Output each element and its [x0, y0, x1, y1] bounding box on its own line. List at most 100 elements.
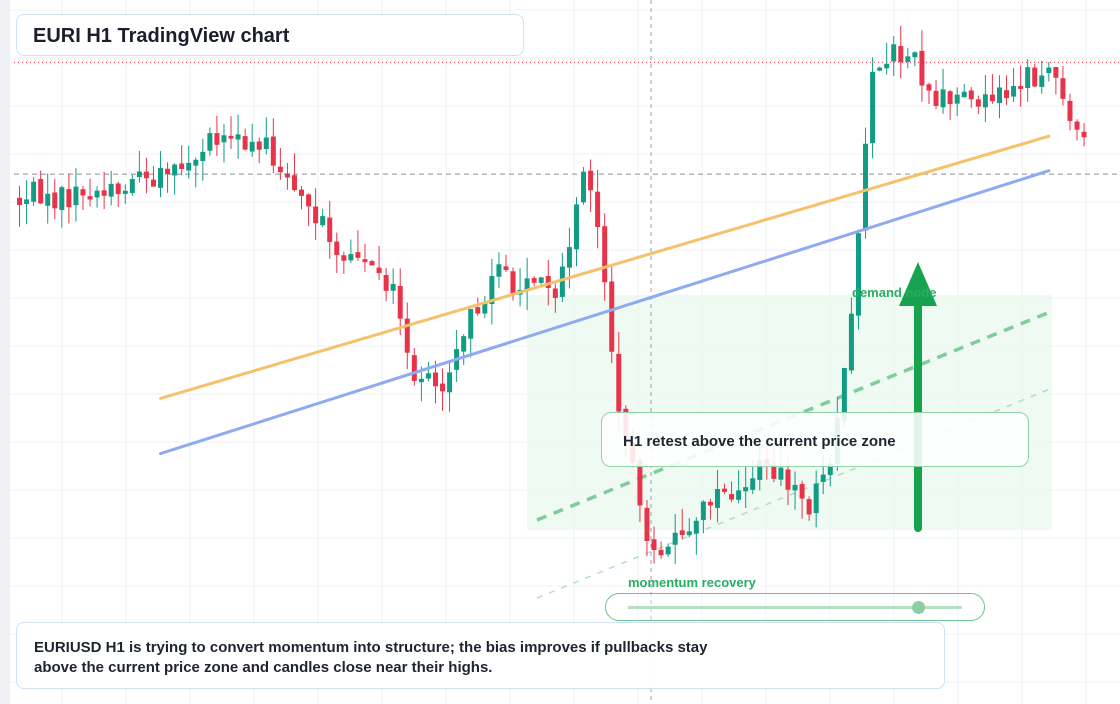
candle-body[interactable] — [369, 261, 375, 266]
candle-body[interactable] — [736, 490, 742, 500]
candle-body[interactable] — [383, 275, 389, 291]
candle-body[interactable] — [982, 94, 988, 108]
candle-body[interactable] — [531, 278, 537, 283]
candle-body[interactable] — [362, 259, 368, 263]
candle-body[interactable] — [165, 168, 171, 175]
candle-body[interactable] — [961, 91, 967, 98]
candle-body[interactable] — [954, 94, 960, 104]
candle-body[interactable] — [658, 549, 664, 556]
candle-body[interactable] — [975, 99, 981, 107]
candle-body[interactable] — [17, 197, 23, 205]
candle-body[interactable] — [848, 313, 854, 371]
candle-body[interactable] — [947, 91, 953, 105]
candle-body[interactable] — [545, 275, 551, 288]
candle-body[interactable] — [679, 530, 685, 535]
candle-body[interactable] — [757, 460, 763, 480]
candle-body[interactable] — [214, 133, 220, 145]
candle-body[interactable] — [52, 192, 58, 209]
candle-body[interactable] — [66, 189, 72, 208]
candle-body[interactable] — [306, 194, 312, 207]
candle-body[interactable] — [912, 52, 918, 58]
candle-body[interactable] — [778, 467, 784, 480]
candle-body[interactable] — [475, 307, 481, 314]
candle-body[interactable] — [714, 488, 720, 508]
candle-body[interactable] — [1032, 67, 1038, 87]
candle-body[interactable] — [538, 277, 544, 283]
trendline-orange[interactable] — [159, 134, 1051, 400]
candle-body[interactable] — [447, 372, 453, 393]
candle-body[interactable] — [207, 133, 213, 151]
candle-body[interactable] — [228, 135, 234, 139]
candle-body[interactable] — [390, 284, 396, 291]
candle-body[interactable] — [602, 226, 608, 283]
candle-body[interactable] — [24, 199, 30, 205]
candle-body[interactable] — [94, 190, 100, 198]
candle-body[interactable] — [143, 171, 149, 179]
candle-body[interactable] — [665, 546, 671, 555]
candle-body[interactable] — [200, 151, 206, 161]
candle-body[interactable] — [263, 137, 269, 149]
candle-body[interactable] — [884, 63, 890, 69]
candle-body[interactable] — [581, 171, 587, 203]
candle-body[interactable] — [1046, 67, 1052, 74]
candle-body[interactable] — [996, 87, 1002, 104]
candle-body[interactable] — [136, 171, 142, 178]
candle-body[interactable] — [524, 278, 530, 290]
candle-body[interactable] — [1074, 121, 1080, 130]
candle-body[interactable] — [38, 179, 44, 204]
candle-body[interactable] — [863, 143, 869, 231]
candle-body[interactable] — [1060, 78, 1066, 99]
candle-body[interactable] — [573, 204, 579, 250]
candle-body[interactable] — [877, 67, 883, 71]
candle-body[interactable] — [841, 368, 847, 421]
candle-body[interactable] — [425, 373, 431, 379]
candle-body[interactable] — [799, 483, 805, 499]
candle-body[interactable] — [743, 487, 749, 492]
candle-body[interactable] — [108, 183, 114, 197]
candle-body[interactable] — [1067, 100, 1073, 121]
candle-body[interactable] — [221, 135, 227, 143]
candle-body[interactable] — [771, 463, 777, 479]
candle-body[interactable] — [1025, 67, 1031, 88]
candle-body[interactable] — [989, 94, 995, 102]
candle-body[interactable] — [122, 190, 128, 194]
candle-body[interactable] — [1081, 131, 1087, 138]
candle-body[interactable] — [45, 193, 51, 206]
candle-body[interactable] — [933, 90, 939, 106]
candle-body[interactable] — [341, 255, 347, 261]
candle-body[interactable] — [827, 463, 833, 476]
candle-body[interactable] — [59, 187, 65, 210]
candle-body[interactable] — [496, 264, 502, 277]
candle-body[interactable] — [193, 159, 199, 166]
candle-body[interactable] — [820, 474, 826, 482]
candle-body[interactable] — [552, 288, 558, 298]
candle-body[interactable] — [1053, 67, 1059, 78]
candle-body[interactable] — [150, 179, 156, 187]
candle-body[interactable] — [411, 355, 417, 381]
candle-body[interactable] — [722, 488, 728, 492]
candle-body[interactable] — [651, 539, 657, 551]
slider-knob[interactable] — [912, 601, 926, 614]
candle-body[interactable] — [1039, 75, 1045, 87]
candle-body[interactable] — [806, 499, 812, 515]
candle-body[interactable] — [1004, 90, 1010, 99]
candle-body[interactable] — [440, 383, 446, 392]
candle-body[interactable] — [242, 136, 248, 150]
candle-body[interactable] — [855, 233, 861, 316]
candle-body[interactable] — [644, 507, 650, 542]
candle-body[interactable] — [792, 484, 798, 491]
candle-body[interactable] — [588, 170, 594, 191]
candle-body[interactable] — [158, 168, 164, 188]
candle-body[interactable] — [813, 483, 819, 514]
candle-body[interactable] — [729, 494, 735, 500]
trendline-blue[interactable] — [159, 169, 1051, 456]
candle-body[interactable] — [595, 191, 601, 228]
candle-body[interactable] — [404, 318, 410, 353]
candle-body[interactable] — [299, 189, 305, 196]
candle-body[interactable] — [468, 309, 474, 339]
momentum-slider[interactable] — [605, 593, 985, 621]
candle-body[interactable] — [926, 84, 932, 91]
candle-body[interactable] — [503, 266, 509, 271]
candle-body[interactable] — [432, 372, 438, 387]
candle-body[interactable] — [376, 267, 382, 274]
